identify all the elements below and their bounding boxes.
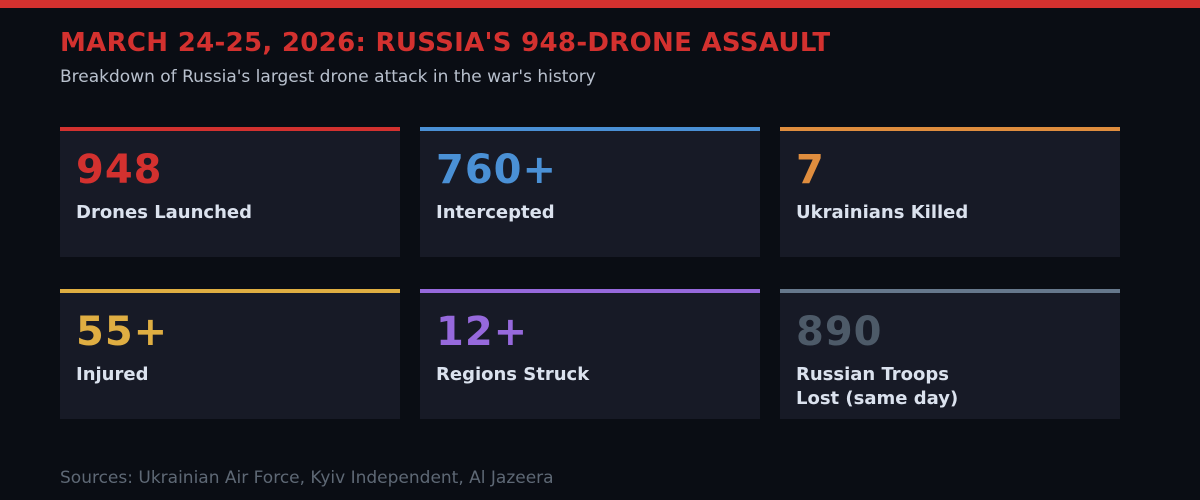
stat-value: 948 [76, 146, 163, 193]
stat-card-russian-troops-lost: 890 Russian Troops Lost (same day) [780, 288, 1120, 419]
stat-label: Regions Struck [436, 363, 590, 385]
stat-card-injured: 55+ Injured [60, 288, 400, 419]
page-subtitle: Breakdown of Russia's largest drone atta… [60, 66, 596, 87]
stat-card-intercepted: 760+ Intercepted [420, 126, 760, 257]
stat-value: 760+ [436, 146, 558, 193]
stat-label: Intercepted [436, 201, 555, 223]
stat-value: 12+ [436, 308, 529, 355]
stat-label: Drones Launched [76, 201, 253, 223]
stat-label: Russian Troops Lost (same day) [796, 363, 959, 410]
stats-grid: 948 Drones Launched 760+ Intercepted 7 U… [60, 126, 1120, 419]
header: MARCH 24-25, 2026: RUSSIA'S 948-DRONE AS… [60, 28, 1120, 87]
stat-label: Injured [76, 363, 149, 385]
drone-assault-infographic: MARCH 24-25, 2026: RUSSIA'S 948-DRONE AS… [0, 0, 1200, 488]
stat-value: 55+ [76, 308, 169, 355]
stat-value: 7 [796, 146, 825, 193]
sources-note: Sources: Ukrainian Air Force, Kyiv Indep… [60, 467, 554, 488]
footer: Sources: Ukrainian Air Force, Kyiv Indep… [60, 468, 1120, 488]
stat-value: 890 [796, 308, 883, 355]
stat-label: Ukrainians Killed [796, 201, 969, 223]
page-title: MARCH 24-25, 2026: RUSSIA'S 948-DRONE AS… [60, 28, 831, 58]
stat-card-ukrainians-killed: 7 Ukrainians Killed [780, 126, 1120, 257]
content-container: MARCH 24-25, 2026: RUSSIA'S 948-DRONE AS… [60, 28, 1120, 488]
top-accent-bar [0, 0, 1200, 8]
stat-card-drones-launched: 948 Drones Launched [60, 126, 400, 257]
stat-card-regions-struck: 12+ Regions Struck [420, 288, 760, 419]
